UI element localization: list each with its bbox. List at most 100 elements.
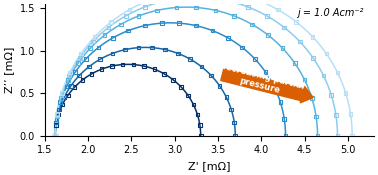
- Point: [126, 8, 132, 11]
- Point: [293, 20, 299, 23]
- Point: [98, 68, 104, 71]
- Point: [135, 46, 141, 49]
- Point: [193, 6, 199, 9]
- Point: [313, 115, 319, 118]
- Point: [56, 113, 62, 116]
- Point: [79, 78, 85, 81]
- Point: [146, 0, 152, 2]
- Point: [321, 74, 327, 77]
- Point: [154, 9, 160, 12]
- Point: [122, 48, 128, 51]
- Point: [52, 134, 58, 137]
- Point: [310, 56, 316, 59]
- Point: [105, 26, 112, 29]
- Point: [314, 134, 321, 137]
- Point: [281, 26, 287, 29]
- Point: [72, 71, 78, 74]
- Point: [191, 103, 197, 106]
- Point: [176, 22, 182, 24]
- Point: [67, 71, 73, 74]
- Point: [68, 85, 74, 87]
- Point: [225, 0, 231, 2]
- Point: [83, 57, 89, 60]
- Point: [335, 134, 341, 137]
- Point: [54, 115, 60, 118]
- Text: decreasing partial
pressure: decreasing partial pressure: [216, 61, 305, 101]
- Point: [59, 103, 65, 106]
- Point: [323, 52, 329, 55]
- Point: [161, 72, 167, 75]
- Point: [64, 85, 70, 88]
- Point: [297, 40, 303, 43]
- Point: [77, 56, 83, 59]
- Y-axis label: Z’’ [mΩ]: Z’’ [mΩ]: [4, 47, 14, 93]
- Text: j = 1.0 Acm⁻²: j = 1.0 Acm⁻²: [297, 8, 364, 18]
- Point: [231, 15, 237, 17]
- Point: [194, 113, 200, 116]
- Point: [56, 108, 62, 111]
- Point: [57, 101, 64, 104]
- Point: [142, 24, 148, 27]
- Point: [86, 65, 92, 68]
- Point: [225, 37, 231, 39]
- Point: [333, 114, 339, 116]
- Point: [249, 23, 255, 26]
- Point: [123, 15, 129, 17]
- Point: [262, 71, 268, 74]
- Point: [52, 134, 58, 137]
- Point: [102, 34, 108, 37]
- Point: [279, 47, 285, 50]
- Point: [52, 134, 58, 137]
- Point: [130, 63, 136, 66]
- Point: [217, 85, 223, 87]
- Point: [71, 86, 77, 89]
- Point: [162, 48, 168, 51]
- Point: [223, 96, 229, 99]
- Point: [149, 46, 155, 49]
- Point: [178, 86, 184, 89]
- Point: [53, 117, 59, 120]
- Point: [52, 134, 58, 137]
- Point: [292, 62, 298, 65]
- Point: [328, 93, 334, 96]
- Point: [277, 101, 284, 104]
- Point: [108, 20, 114, 23]
- X-axis label: Z' [mΩ]: Z' [mΩ]: [188, 161, 231, 171]
- Point: [118, 23, 124, 26]
- Point: [65, 94, 71, 97]
- Point: [110, 37, 116, 39]
- Point: [109, 52, 115, 55]
- Point: [92, 35, 98, 38]
- Point: [255, 0, 261, 2]
- Point: [65, 78, 71, 81]
- Point: [90, 40, 96, 43]
- Point: [228, 108, 234, 111]
- Point: [335, 71, 341, 74]
- Point: [125, 29, 131, 32]
- Point: [54, 114, 60, 116]
- Point: [88, 72, 94, 75]
- Point: [208, 74, 214, 77]
- Point: [53, 124, 59, 126]
- Point: [53, 121, 59, 124]
- Point: [97, 58, 103, 61]
- Point: [87, 47, 93, 50]
- Point: [302, 78, 308, 81]
- Point: [197, 124, 203, 126]
- Point: [174, 6, 180, 9]
- Point: [209, 29, 215, 32]
- Point: [162, 0, 168, 2]
- Point: [193, 24, 199, 27]
- Point: [231, 121, 237, 124]
- Point: [59, 91, 65, 94]
- Point: [170, 78, 176, 81]
- Point: [264, 15, 270, 17]
- Point: [185, 94, 191, 97]
- Point: [212, 9, 218, 12]
- Point: [78, 52, 84, 55]
- Point: [347, 113, 353, 115]
- Point: [245, 6, 251, 8]
- Point: [141, 65, 147, 68]
- Point: [281, 117, 287, 120]
- Point: [109, 65, 115, 68]
